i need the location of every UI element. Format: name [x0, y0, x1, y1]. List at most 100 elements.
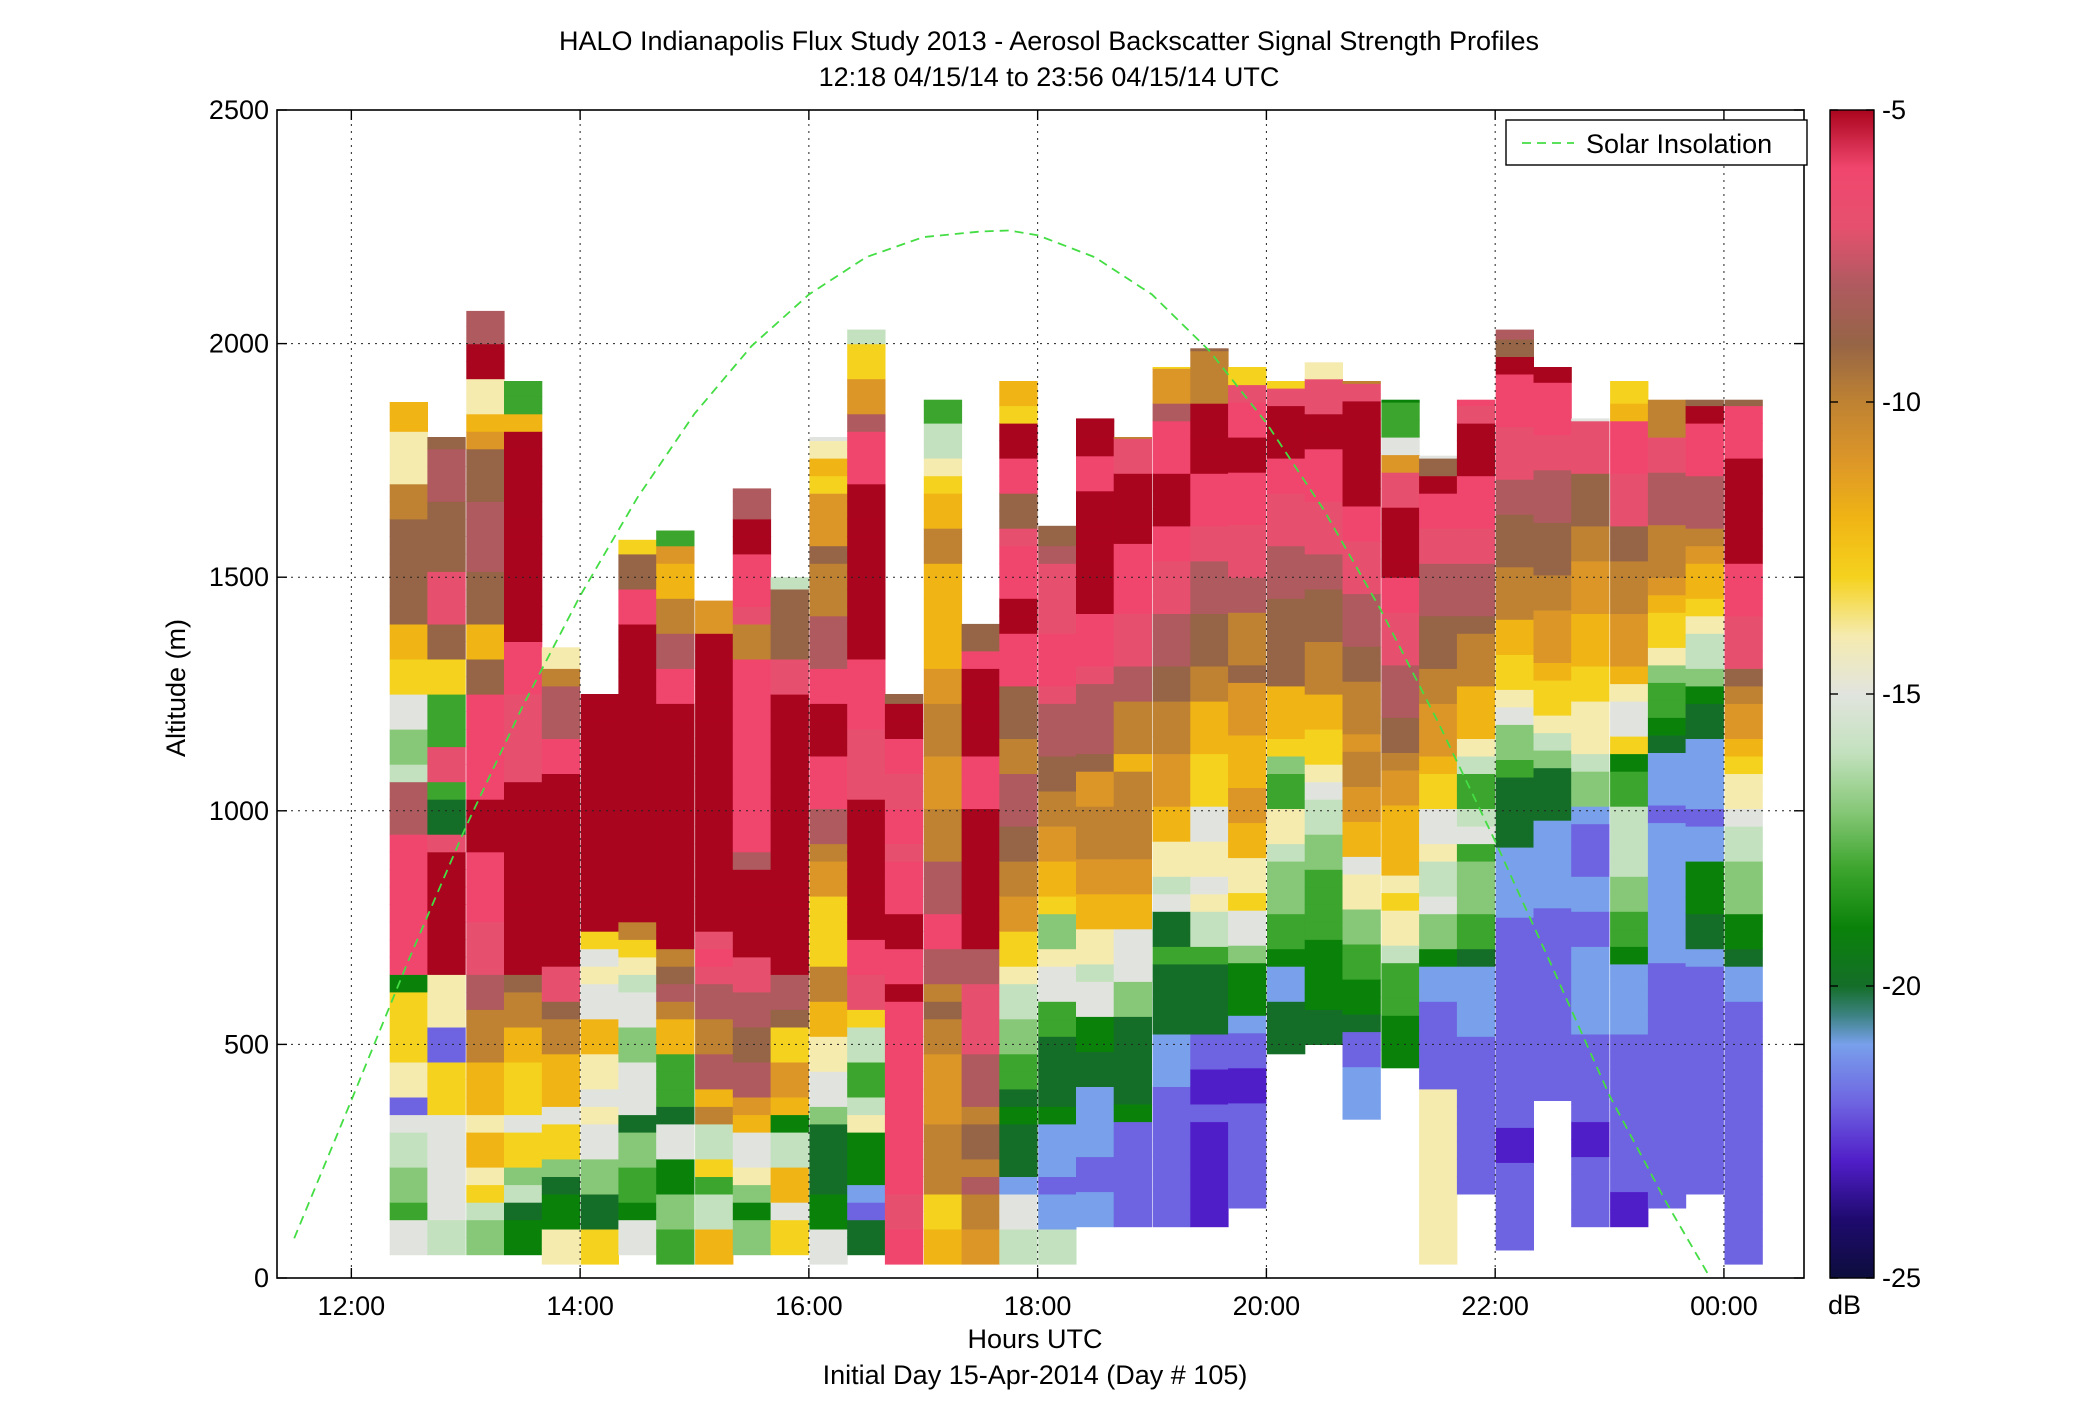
heatmap-cell [923, 1228, 963, 1247]
heatmap-cell [580, 1176, 619, 1195]
heatmap-cell [1228, 769, 1267, 788]
chart-subtitle: 12:18 04/15/14 to 23:56 04/15/14 UTC [819, 62, 1280, 92]
heatmap-cell [1571, 420, 1610, 439]
heatmap-cell [466, 799, 505, 818]
heatmap-cell [961, 913, 1000, 932]
heatmap-cell [1419, 455, 1458, 459]
heatmap-cell [695, 1228, 734, 1247]
heatmap-cell [732, 869, 772, 888]
heatmap-cell [1267, 931, 1306, 950]
heatmap-cell [1419, 1071, 1458, 1090]
heatmap-cell [466, 781, 505, 800]
heatmap-cell [1419, 755, 1458, 774]
heatmap-cell [1228, 717, 1267, 736]
heatmap-cell [884, 720, 924, 739]
heatmap-cell [1647, 1172, 1687, 1191]
heatmap-cell [1076, 1209, 1115, 1228]
heatmap-cell [656, 931, 695, 950]
heatmap-cell [1419, 1001, 1458, 1020]
heatmap-cell [1038, 755, 1077, 774]
heatmap-cell [1152, 963, 1191, 982]
heatmap-cell [1228, 437, 1267, 456]
heatmap-cell [1342, 751, 1381, 770]
heatmap-cell [847, 483, 886, 502]
heatmap-cell [1113, 806, 1152, 825]
heatmap-cell [1076, 981, 1115, 1000]
heatmap-cell [1113, 630, 1152, 649]
heatmap-cell [1342, 628, 1381, 647]
x-tick-label: 12:00 [318, 1291, 386, 1321]
heatmap-cell [1342, 646, 1381, 665]
heatmap-cell [1038, 563, 1077, 582]
heatmap-cell [1495, 1197, 1534, 1216]
heatmap-cell [656, 1088, 695, 1107]
heatmap-cell [732, 676, 772, 695]
heatmap-cell [1152, 630, 1191, 649]
heatmap-cell [1571, 771, 1610, 790]
heatmap-cell [1190, 630, 1229, 649]
heatmap-cell [1610, 648, 1649, 667]
heatmap-cell [961, 1106, 1000, 1125]
heatmap-cell [809, 983, 848, 1002]
heatmap-cell [1228, 454, 1267, 473]
heatmap-cell [466, 956, 505, 975]
heatmap-cell [1152, 595, 1191, 614]
heatmap-cell [466, 326, 505, 345]
heatmap-cell [809, 790, 848, 809]
heatmap-cell [1456, 528, 1496, 547]
heatmap-cell [618, 1097, 657, 1116]
heatmap-cell [1076, 1139, 1115, 1158]
heatmap-cell [1038, 931, 1077, 950]
heatmap-cell [695, 861, 734, 880]
heatmap-cell [580, 1141, 619, 1160]
heatmap-cell [1456, 493, 1496, 512]
heatmap-cell [1228, 1067, 1267, 1086]
heatmap-cell [1038, 861, 1077, 880]
heatmap-cell [1076, 998, 1115, 1017]
heatmap-cell [884, 1211, 924, 1230]
heatmap-cell [1571, 1086, 1610, 1105]
heatmap-cell [961, 826, 1000, 845]
heatmap-cell [1495, 794, 1534, 813]
heatmap-cell [1304, 764, 1343, 783]
heatmap-cell [1267, 1036, 1306, 1055]
heatmap-cell [427, 694, 466, 713]
heatmap-cell [466, 869, 505, 888]
heatmap-cell [1610, 788, 1649, 807]
heatmap-cell [1419, 861, 1458, 880]
heatmap-cell [466, 606, 505, 625]
heatmap-cell [923, 755, 963, 774]
heatmap-cell [1304, 396, 1343, 415]
heatmap-cell [732, 553, 772, 572]
heatmap-cell [1342, 856, 1381, 875]
heatmap-cell [1610, 928, 1649, 947]
heatmap-cell [1495, 461, 1534, 480]
heatmap-cell [1267, 826, 1306, 845]
heatmap-cell [1456, 913, 1496, 932]
heatmap-cell [504, 623, 543, 642]
heatmap-cell [770, 956, 809, 975]
heatmap-cell [847, 623, 886, 642]
heatmap-cell [1533, 574, 1572, 593]
heatmap-cell [1571, 893, 1610, 912]
heatmap-cell [1267, 458, 1306, 477]
heatmap-cell [1647, 472, 1687, 491]
heatmap-cell [1724, 633, 1763, 652]
heatmap-cell [541, 773, 581, 792]
heatmap-cell [1113, 911, 1152, 930]
heatmap-cell [618, 1132, 657, 1151]
heatmap-cell [1342, 1014, 1381, 1033]
heatmap-cell [656, 1018, 695, 1037]
heatmap-cell [1647, 769, 1687, 788]
heatmap-cell [923, 510, 963, 529]
heatmap-cell [427, 1132, 466, 1151]
heatmap-cell [1724, 931, 1763, 950]
heatmap-cell [1495, 847, 1534, 866]
heatmap-cell [1456, 931, 1496, 950]
heatmap-cell [1304, 886, 1343, 905]
heatmap-cell [1685, 598, 1724, 617]
heatmap-cell [770, 1061, 809, 1080]
heatmap-cell [961, 1071, 1000, 1090]
heatmap-cell [1610, 1016, 1649, 1035]
heatmap-cell [1152, 858, 1191, 877]
